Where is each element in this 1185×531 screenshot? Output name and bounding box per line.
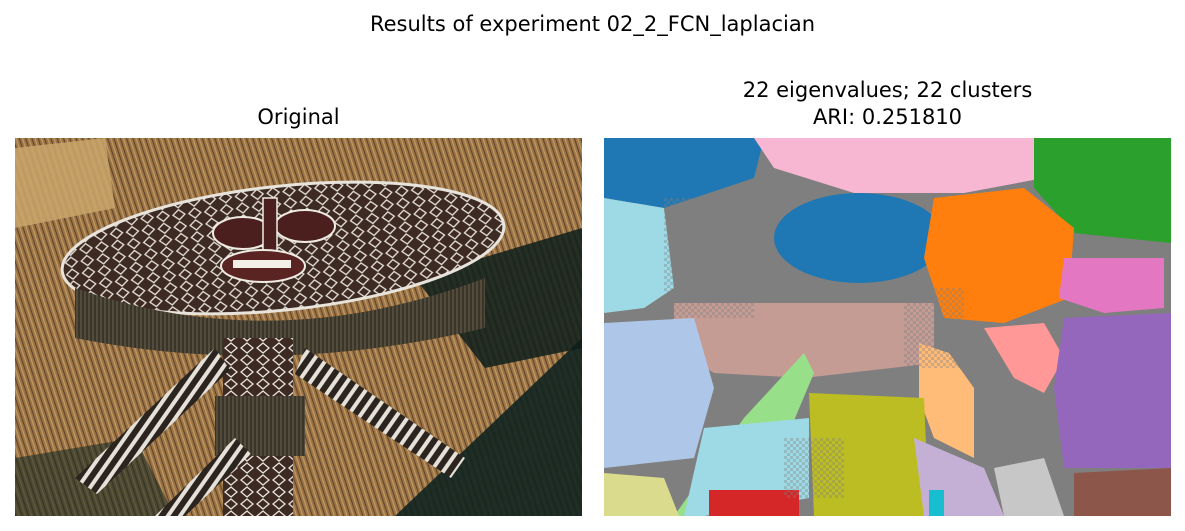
cluster-map-drawing (604, 138, 1171, 516)
figure-suptitle: Results of experiment 02_2_FCN_laplacian (369, 12, 816, 36)
panel-title-line-1: 22 eigenvalues; 22 clusters (742, 78, 1033, 102)
panel-title-original: Original (15, 104, 582, 131)
panel-title-segmentation: 22 eigenvalues; 22 clusters ARI: 0.25181… (604, 77, 1171, 131)
cluster-map-image (604, 138, 1171, 516)
panel-title-line-2: ARI: 0.251810 (812, 105, 963, 129)
panel-title-line: Original (257, 105, 340, 129)
original-photo-drawing (15, 138, 582, 516)
original-image (15, 138, 582, 516)
